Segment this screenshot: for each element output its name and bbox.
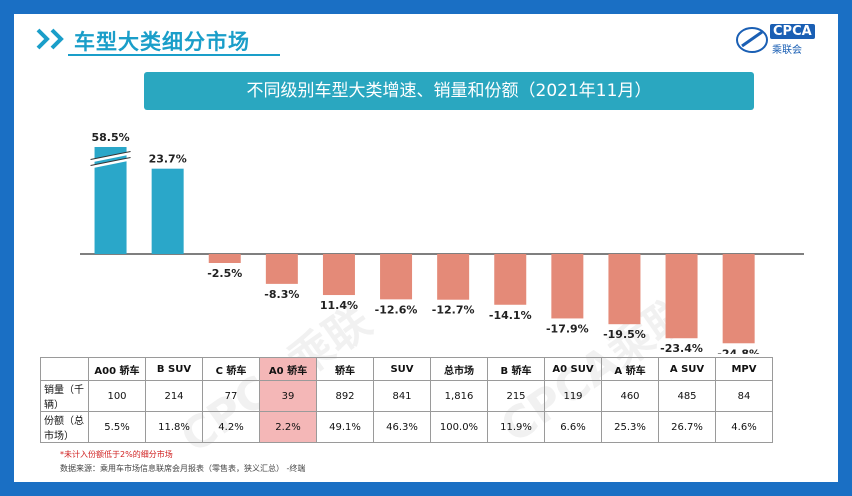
bar-value-label: -2.5%	[207, 267, 242, 280]
bar-value-label: 23.7%	[149, 153, 187, 166]
bar-value-label: 11.4%	[320, 299, 358, 312]
table-cell: 2.2%	[259, 411, 317, 443]
table-header-cell: A00 轿车	[88, 357, 146, 381]
sales-share-table: A00 轿车 B SUV C 轿车 A0 轿车 轿车 SUV 总市场 B 轿车 A0 SUV A …	[40, 357, 773, 443]
bar-value-label: 58.5%	[91, 131, 129, 144]
bar-10	[608, 254, 641, 325]
bar-value-label: -23.4%	[660, 342, 703, 354]
bar-11	[665, 254, 698, 339]
axis-break-icon	[90, 151, 131, 169]
table-header-cell: SUV	[373, 357, 431, 381]
table-cell: 46.3%	[373, 411, 431, 443]
table-cell: 39	[259, 380, 317, 412]
table-cell: 11.9%	[487, 411, 545, 443]
bar-6	[380, 254, 413, 300]
table-header-cell: B SUV	[145, 357, 203, 381]
page-title: 车型大类细分市场	[74, 30, 250, 54]
bar-2	[151, 168, 184, 254]
table-header-cell: A0 轿车	[259, 357, 317, 381]
bar-12	[722, 254, 755, 344]
table-cell: 26.7%	[658, 411, 716, 443]
slide: 车型大类细分市场 CPCA 乘联会 不同级别车型大类增速、销量和份额（2021年…	[14, 14, 838, 482]
table-cell: 4.2%	[202, 411, 260, 443]
table-header-cell: A 轿车	[601, 357, 659, 381]
table-cell: 485	[658, 380, 716, 412]
table-header-cell: A0 SUV	[544, 357, 602, 381]
bar-7	[437, 254, 470, 300]
table-row-label: 份额（总市场）	[40, 411, 89, 443]
table-cell: 119	[544, 380, 602, 412]
bar-value-label: -8.3%	[264, 288, 299, 301]
bar-value-label: -19.5%	[603, 328, 646, 341]
table-cell: 100	[88, 380, 146, 412]
table-header-cell: MPV	[715, 357, 773, 381]
table-header-cell: A SUV	[658, 357, 716, 381]
logo-text: CPCA	[770, 24, 815, 39]
table-header-cell: 轿车	[316, 357, 374, 381]
data-source: 数据来源：乘用车市场信息联席会月报表（零售表，狭义汇总） -终端	[60, 464, 306, 473]
bar-3	[208, 254, 241, 263]
table-cell: 49.1%	[316, 411, 374, 443]
bar-value-label: -24.8%	[717, 347, 760, 354]
table-cell: 11.8%	[145, 411, 203, 443]
table-row: 销量（千辆） 100 214 77 39 892 841 1,816 215 119 460 485 8…	[40, 380, 773, 412]
table-cell: 77	[202, 380, 260, 412]
chevron-right-icon	[50, 28, 64, 50]
chart-banner: 不同级别车型大类增速、销量和份额（2021年11月）	[144, 72, 754, 110]
table-header-cell: C 轿车	[202, 357, 260, 381]
title-underline	[68, 54, 280, 56]
table-cell: 1,816	[430, 380, 488, 412]
table-row-label: 销量（千辆）	[40, 380, 89, 412]
chart-title: 不同级别车型大类增速、销量和份额（2021年11月）	[246, 81, 652, 101]
bar-5	[322, 254, 355, 296]
table-header-row: A00 轿车 B SUV C 轿车 A0 轿车 轿车 SUV 总市场 B 轿车 A0 SUV A …	[40, 357, 773, 381]
bar-9	[551, 254, 584, 319]
footnote: *未计入份额低于2%的细分市场	[60, 450, 173, 459]
table-cell: 100.0%	[430, 411, 488, 443]
table-row: 份额（总市场） 5.5% 11.8% 4.2% 2.2% 49.1% 46.3% 100.0%…	[40, 411, 773, 443]
table-cell: 84	[715, 380, 773, 412]
table-corner-cell	[40, 357, 89, 381]
bar-value-label: -12.6%	[375, 303, 418, 316]
table-cell: 460	[601, 380, 659, 412]
table-cell: 25.3%	[601, 411, 659, 443]
table-cell: 4.6%	[715, 411, 773, 443]
table-header-cell: 总市场	[430, 357, 488, 381]
bar-8	[494, 254, 527, 305]
table-header-cell: B 轿车	[487, 357, 545, 381]
bar-value-label: -12.7%	[432, 304, 475, 317]
table-cell: 215	[487, 380, 545, 412]
logo-subtitle: 乘联会	[772, 45, 802, 56]
growth-bar-chart: 58.5% 23.7% -2.5% -8.3% 11.4% -12.6% -12.7% -14…	[80, 131, 804, 354]
table-cell: 6.6%	[544, 411, 602, 443]
table-cell: 5.5%	[88, 411, 146, 443]
cpca-logo	[736, 27, 768, 53]
chevron-right-icon	[36, 28, 50, 50]
table-cell: 892	[316, 380, 374, 412]
bar-value-label: -14.1%	[489, 309, 532, 322]
bar-4	[265, 254, 298, 284]
table-cell: 841	[373, 380, 431, 412]
table-cell: 214	[145, 380, 203, 412]
bar-value-label: -17.9%	[546, 322, 589, 335]
